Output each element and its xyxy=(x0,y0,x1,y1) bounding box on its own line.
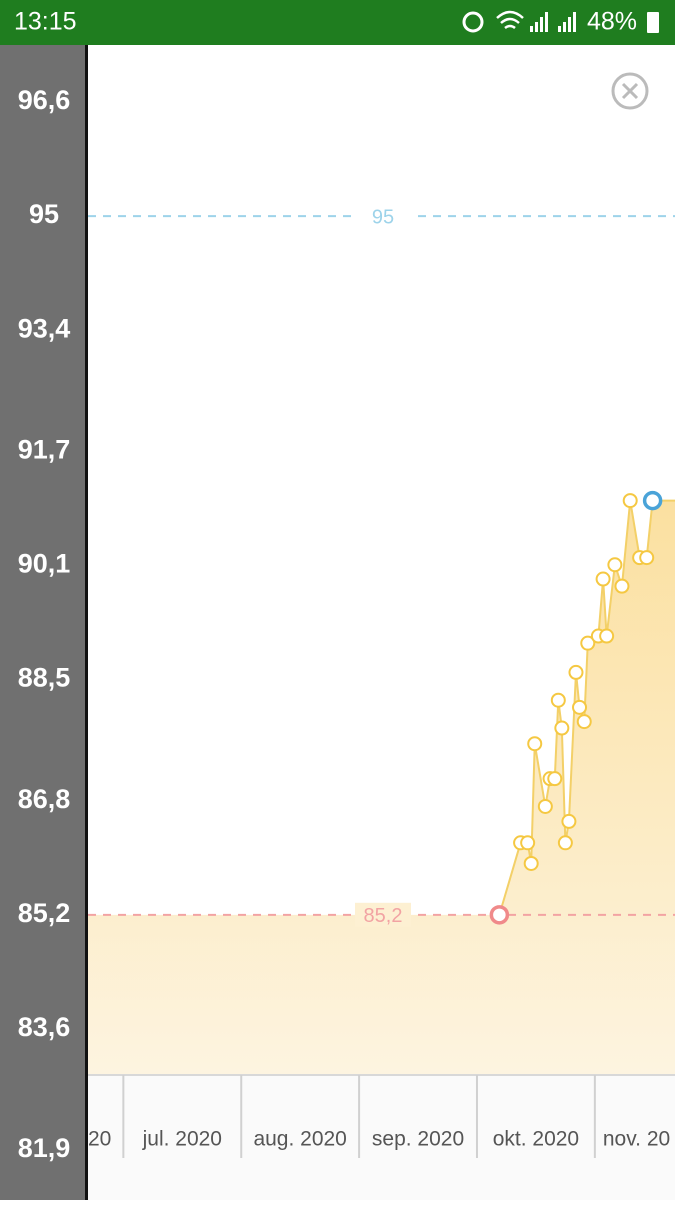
x-tick-label: jul. 2020 xyxy=(142,1128,222,1151)
point xyxy=(557,835,573,851)
point xyxy=(642,490,663,511)
point xyxy=(572,699,588,715)
point xyxy=(523,855,539,871)
y-tick-label: 91,7 xyxy=(18,435,71,465)
y-axis-border xyxy=(85,45,88,1200)
point xyxy=(576,714,592,730)
x-axis-strip xyxy=(88,1075,675,1200)
x-tick-label: 20 xyxy=(88,1128,111,1151)
y-tick-label: 95 xyxy=(29,199,59,229)
y-axis: 96,6 95 93,4 91,7 90,1 88,5 86,8 85,2 83,6 81,9 xyxy=(18,85,71,1163)
y-tick-label: 85,2 xyxy=(18,898,71,928)
point xyxy=(547,771,563,787)
x-axis: 20 jul. 2020 aug. 2020 sep. 2020 okt. 2020 no… xyxy=(88,1075,670,1158)
y-tick-label: 90,1 xyxy=(18,549,71,579)
point xyxy=(520,835,536,851)
plot-area: 95 85,2 xyxy=(88,204,675,1075)
point xyxy=(622,493,638,509)
y-tick-label: 96,6 xyxy=(18,85,71,115)
y-tick-label: 93,4 xyxy=(18,313,71,343)
x-tick-label: okt. 2020 xyxy=(493,1128,579,1151)
reference-label: 95 xyxy=(372,206,394,228)
point xyxy=(561,813,577,829)
point xyxy=(537,798,553,814)
status-bar xyxy=(0,0,675,45)
point xyxy=(599,628,615,644)
point xyxy=(554,720,570,736)
point xyxy=(527,736,543,752)
reference-label: 85,2 xyxy=(364,905,403,927)
x-tick-label: nov. 20 xyxy=(603,1128,670,1151)
close-button[interactable] xyxy=(611,72,649,110)
point xyxy=(489,905,510,925)
status-battery: 48% xyxy=(587,8,637,36)
status-icons xyxy=(462,10,659,33)
status-time: 13:15 xyxy=(14,8,77,36)
x-tick-label: sep. 2020 xyxy=(372,1128,464,1151)
point xyxy=(614,578,630,594)
point xyxy=(595,571,611,587)
point xyxy=(607,557,623,573)
y-axis-panel xyxy=(0,45,86,1200)
reference-label-bg xyxy=(355,204,411,229)
point xyxy=(639,550,655,566)
x-tick-label: aug. 2020 xyxy=(253,1128,346,1151)
area xyxy=(88,500,675,1075)
reference-label-bg xyxy=(355,902,411,927)
y-tick-label: 86,8 xyxy=(18,784,71,814)
point xyxy=(568,664,584,680)
point xyxy=(550,692,566,708)
y-tick-label: 83,6 xyxy=(18,1012,71,1042)
y-tick-label: 81,9 xyxy=(18,1133,71,1163)
y-tick-label: 88,5 xyxy=(18,663,71,693)
point xyxy=(580,635,596,651)
